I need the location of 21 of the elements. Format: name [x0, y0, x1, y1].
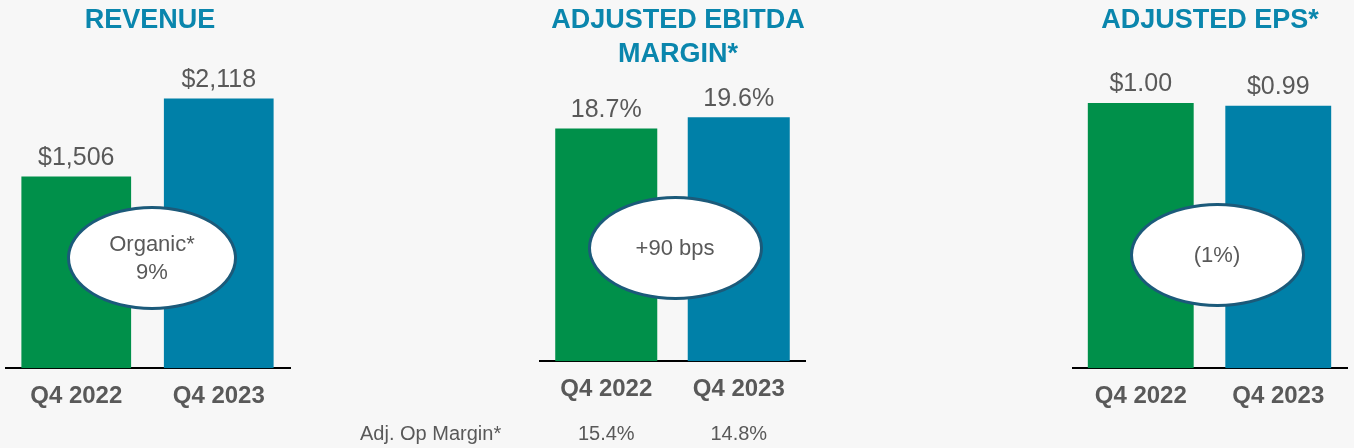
annotation: (1%): [1193, 241, 1241, 269]
text: Adj. Op Margin*: [360, 421, 502, 444]
x-tick-label: Q4 2022: [1094, 381, 1187, 409]
x-tick-label: Q4 2023: [172, 381, 265, 409]
data-label: $0.99: [1246, 71, 1310, 100]
chart-title: REVENUE: [83, 3, 217, 36]
annotation: Organic* 9%: [108, 230, 196, 286]
text: 14.8%: [710, 421, 768, 444]
data-label: $2,118: [181, 64, 257, 93]
x-tick-label: Q4 2023: [692, 374, 785, 402]
data-label: $1.00: [1109, 68, 1173, 97]
data-label: $1,506: [38, 141, 115, 170]
chart-title: ADJUSTED EBITDA MARGIN*: [550, 3, 806, 70]
x-tick-label: Q4 2023: [1232, 381, 1325, 409]
x-tick-label: Q4 2022: [30, 381, 123, 409]
annotation: +90 bps: [635, 234, 715, 262]
x-tick-label: Q4 2022: [560, 374, 653, 402]
text: 15.4%: [577, 421, 635, 444]
data-label: 18.7%: [570, 93, 642, 122]
chart-title: ADJUSTED EPS*: [1100, 3, 1320, 36]
data-label: 19.6%: [703, 82, 775, 111]
